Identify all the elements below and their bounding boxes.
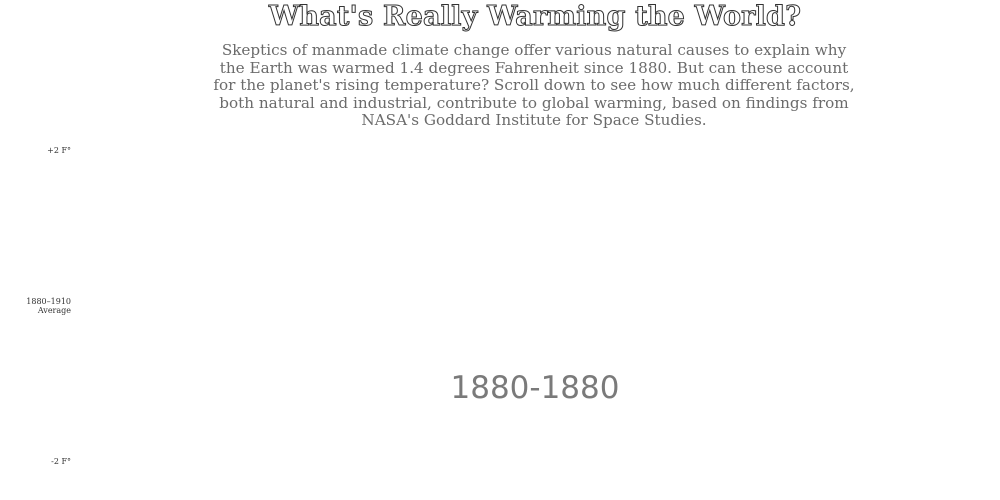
chart-plot-area bbox=[80, 150, 980, 462]
page-subtitle: Skeptics of manmade climate change offer… bbox=[213, 41, 855, 129]
chart-svg bbox=[80, 150, 980, 462]
year-range-label: 1880-1880 bbox=[450, 370, 620, 406]
y-tick-baseline-label: 1880–1910 bbox=[26, 297, 71, 306]
y-tick-baseline-sublabel: Average bbox=[37, 306, 71, 315]
y-tick-label-top: +2 F° bbox=[47, 146, 71, 155]
y-tick-label-baseline: 1880–1910 Average bbox=[26, 297, 71, 315]
page-title: What's Really Warming the World? bbox=[268, 1, 802, 33]
y-tick-label-bottom: -2 F° bbox=[51, 457, 71, 466]
